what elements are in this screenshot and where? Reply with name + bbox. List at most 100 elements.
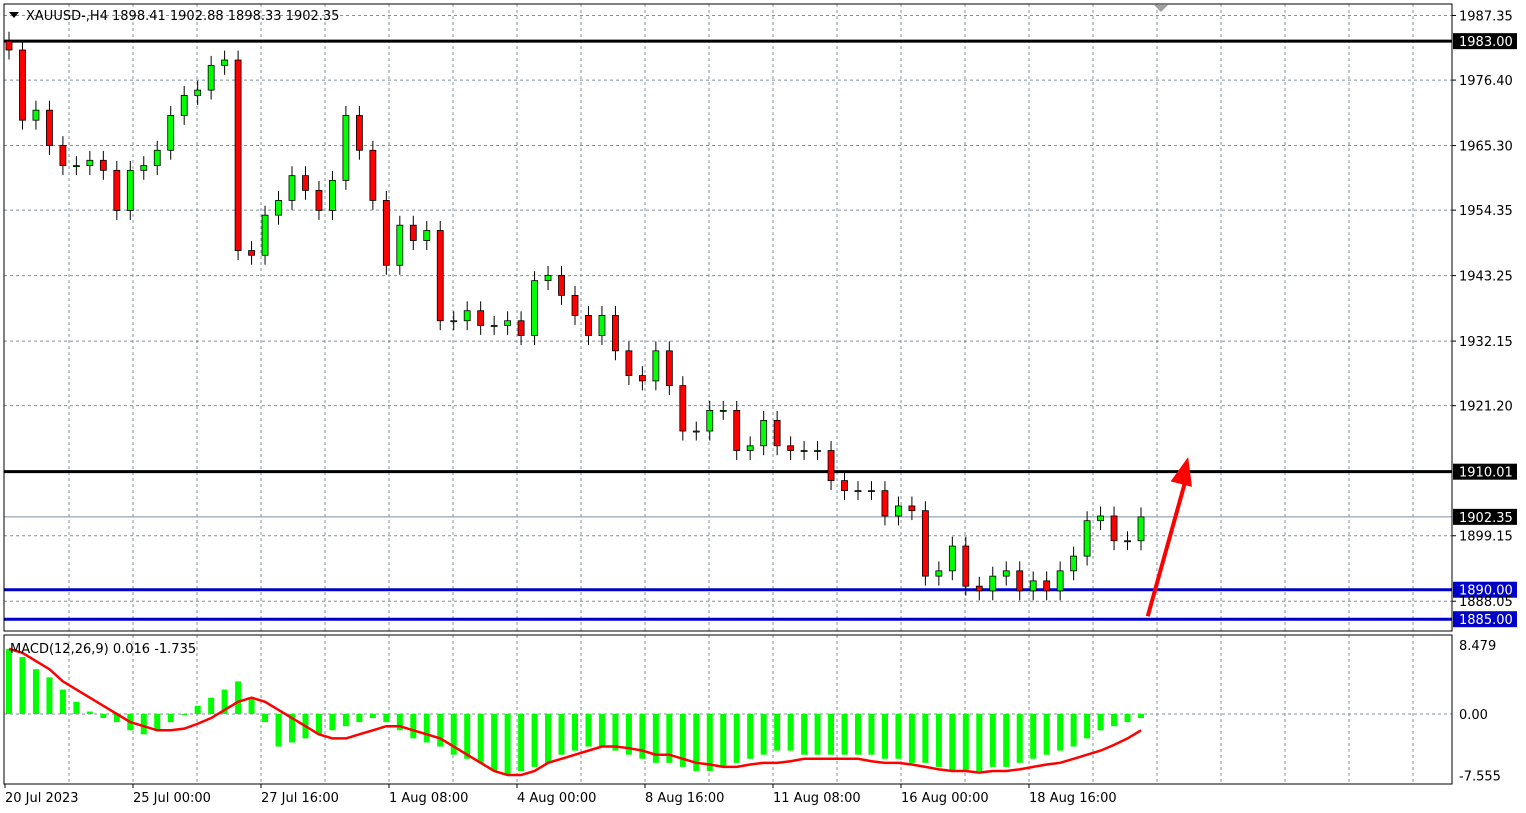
bull-candle xyxy=(167,115,175,151)
y-tick-label: 1899.15 xyxy=(1459,530,1513,545)
macd-histogram-bar xyxy=(828,713,835,755)
bull-candle xyxy=(1056,570,1064,592)
macd-histogram-bar xyxy=(949,713,956,771)
macd-y-tick-label: 0.00 xyxy=(1459,708,1488,723)
macd-histogram-bar xyxy=(774,713,781,751)
bear-candle xyxy=(921,510,929,577)
arrow-head-icon xyxy=(1170,456,1192,487)
bull-candle xyxy=(1070,555,1078,572)
macd-histogram-bar xyxy=(315,713,322,735)
bear-candle xyxy=(571,294,579,316)
bear-candle xyxy=(409,224,417,241)
bear-candle xyxy=(975,585,983,592)
macd-histogram-bar xyxy=(1070,713,1077,747)
macd-histogram-bar xyxy=(504,713,511,776)
current-price-badge xyxy=(1453,508,1517,525)
bear-candle xyxy=(19,49,26,121)
macd-histogram-bar xyxy=(733,713,740,763)
macd-histogram-bar xyxy=(801,713,808,755)
bull-candle xyxy=(423,230,431,241)
macd-histogram-bar xyxy=(194,705,201,714)
level-price-badge xyxy=(1453,611,1517,628)
symbol-label: XAUUSD-,H4 xyxy=(26,9,108,24)
bull-candle xyxy=(895,505,902,517)
macd-histogram-bar xyxy=(383,713,390,723)
macd-histogram-bar xyxy=(747,713,754,759)
x-tick-label: 20 Jul 2023 xyxy=(5,791,79,806)
bear-candle xyxy=(625,350,633,376)
bull-candle xyxy=(140,165,148,171)
macd-histogram-bar xyxy=(1084,713,1091,739)
level-price-label: 1983.00 xyxy=(1459,35,1513,50)
macd-histogram-bar xyxy=(100,713,107,719)
bear-candle xyxy=(113,169,121,211)
macd-histogram-bar xyxy=(342,713,349,727)
macd-histogram-bar xyxy=(477,713,484,763)
bull-candle xyxy=(531,280,538,336)
macd-histogram-bar xyxy=(787,713,794,751)
macd-histogram-bar xyxy=(1124,713,1131,723)
bull-candle xyxy=(1137,516,1145,542)
bull-candle xyxy=(544,274,552,282)
bear-candle xyxy=(908,505,916,512)
bull-candle xyxy=(854,490,862,493)
triangle-down-icon[interactable] xyxy=(9,12,19,18)
macd-histogram-bar xyxy=(396,713,403,731)
macd-histogram-bar xyxy=(1030,713,1037,759)
bear-candle xyxy=(5,40,13,51)
bull-candle xyxy=(288,175,296,201)
macd-histogram-bar xyxy=(666,713,673,763)
bear-candle xyxy=(827,450,835,481)
macd-histogram-bar xyxy=(450,713,457,755)
x-tick-label: 18 Aug 16:00 xyxy=(1029,791,1117,806)
macd-histogram-bar xyxy=(518,713,525,771)
bear-candle xyxy=(773,420,781,447)
bull-candle xyxy=(746,445,754,451)
macd-histogram-bar xyxy=(652,713,659,763)
bull-candle xyxy=(989,575,997,592)
level-price-badge xyxy=(1453,463,1517,480)
x-tick-label: 1 Aug 08:00 xyxy=(389,791,468,806)
level-price-label: 1885.00 xyxy=(1459,613,1513,628)
macd-histogram-bar xyxy=(1057,713,1064,751)
macd-histogram-bar xyxy=(908,713,915,763)
level-price-label: 1890.00 xyxy=(1459,584,1513,599)
macd-histogram-bar xyxy=(423,713,430,743)
macd-histogram-bar xyxy=(86,711,93,714)
macd-histogram-bar xyxy=(154,713,161,731)
bull-candle xyxy=(706,409,714,432)
bull-candle xyxy=(948,545,956,572)
macd-histogram-bar xyxy=(1111,713,1118,727)
macd-histogram-bar xyxy=(976,713,983,771)
macd-histogram-bar xyxy=(1138,713,1144,719)
bear-candle xyxy=(612,315,619,352)
y-tick-label: 1965.30 xyxy=(1459,140,1513,155)
y-tick-label: 1888.05 xyxy=(1459,595,1513,610)
bear-candle xyxy=(234,59,242,251)
macd-histogram-bar xyxy=(208,697,215,714)
bull-candle xyxy=(1124,540,1131,543)
bear-candle xyxy=(302,175,309,191)
macd-histogram-bar xyxy=(895,713,902,759)
bull-candle xyxy=(490,325,498,327)
level-price-badge xyxy=(1453,33,1517,50)
price-levels[interactable]: 1902.35 1983.00 1910.01 1890.00 1885.00 xyxy=(4,33,1517,628)
bear-candle xyxy=(881,490,889,517)
macd-histogram-bar xyxy=(922,713,929,763)
macd-histogram-bar xyxy=(221,689,228,714)
bull-candle xyxy=(126,169,134,211)
macd-histogram-bar xyxy=(545,713,552,763)
x-tick-label: 11 Aug 08:00 xyxy=(773,791,861,806)
bear-candle xyxy=(733,409,741,451)
bull-candle xyxy=(207,64,215,91)
chart-shift-marker-icon[interactable] xyxy=(1154,5,1168,12)
macd-histogram-bar xyxy=(410,713,417,739)
y-tick-label: 1954.35 xyxy=(1459,204,1513,219)
bull-candle xyxy=(800,450,808,452)
macd-y-tick-label: 8.479 xyxy=(1459,639,1496,654)
macd-histogram-bar xyxy=(962,713,969,771)
macd-histogram-bar xyxy=(572,713,578,751)
level-price-label: 1910.01 xyxy=(1459,466,1513,481)
main-panel-border xyxy=(3,3,1453,632)
